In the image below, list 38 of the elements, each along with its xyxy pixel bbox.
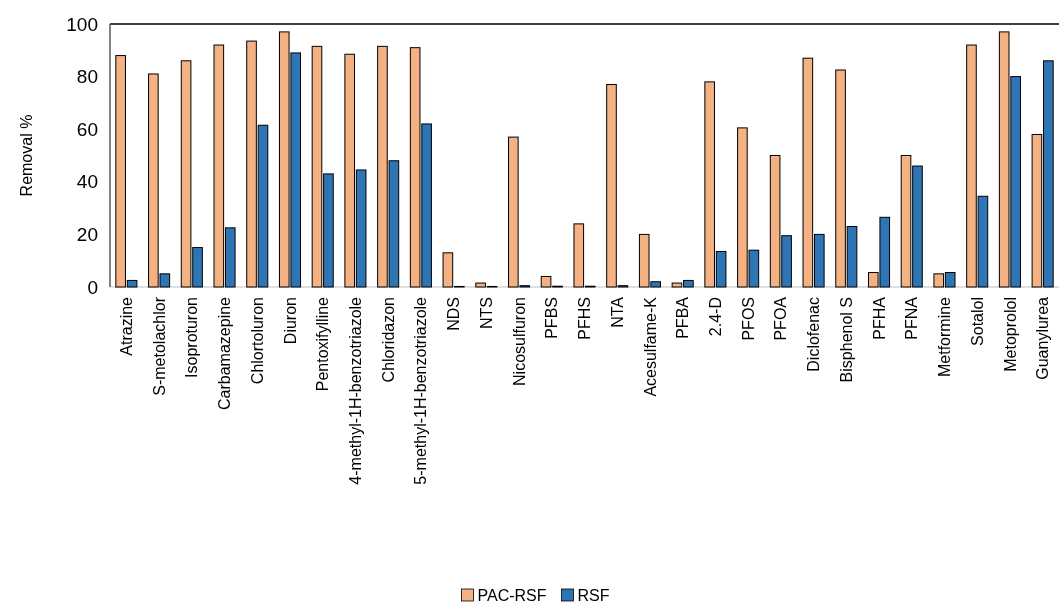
y-axis-title: Removal %	[17, 114, 35, 197]
x-tick-label: Atrazine	[117, 296, 135, 356]
legend-label: PAC-RSF	[477, 586, 547, 604]
x-tick-label: PFBA	[674, 296, 692, 339]
x-tick-label: Chloridazon	[379, 297, 397, 383]
x-tick-label: Chlortoluron	[248, 297, 266, 385]
x-tick-label: NTA	[608, 296, 626, 328]
x-tick-label: PFNA	[903, 296, 921, 340]
x-tick-label: PFHA	[870, 296, 888, 340]
x-tick-label: NTS	[477, 297, 495, 329]
x-tick-label: Isoproturon	[183, 297, 201, 378]
x-tick-label: Sotalol	[968, 297, 986, 346]
y-tick-label: 60	[76, 118, 98, 140]
x-tick-label: 2.4-D	[707, 297, 724, 337]
y-tick-label: 100	[66, 13, 98, 35]
x-tick-label: Carbamazepine	[216, 296, 234, 410]
y-tick-label: 80	[76, 66, 98, 88]
x-tick-label: Pentoxifylline	[314, 296, 332, 392]
x-tick-label: 4-methyl-1H-benzotriazole	[347, 296, 365, 485]
x-tick-label: S-metolachlor	[150, 296, 168, 396]
legend-label: RSF	[577, 586, 610, 604]
x-tick-label: Metoprolol	[1001, 297, 1019, 372]
x-tick-label: Diuron	[281, 297, 299, 345]
x-tick-label: 5-methyl-1H-benzotriazole	[412, 296, 430, 485]
y-tick-label: 40	[76, 171, 98, 193]
y-tick-label: 0	[87, 276, 98, 298]
x-tick-label: Guanylurea	[1034, 296, 1052, 380]
x-tick-label: Metformine	[936, 296, 954, 378]
y-tick-label: 20	[76, 224, 98, 246]
x-tick-label: PFOS	[739, 297, 757, 341]
x-tick-label: NDS	[445, 297, 463, 331]
x-tick-label: Acesulfame-K	[641, 296, 659, 397]
x-tick-label: Nicosulfuron	[510, 297, 528, 386]
x-tick-label: Diclofenac	[805, 297, 823, 372]
x-tick-label: PFOA	[772, 296, 790, 341]
x-tick-label: Bisphenol S	[837, 297, 855, 383]
x-tick-label: PFHS	[576, 297, 594, 340]
x-tick-label: PFBS	[543, 297, 561, 339]
